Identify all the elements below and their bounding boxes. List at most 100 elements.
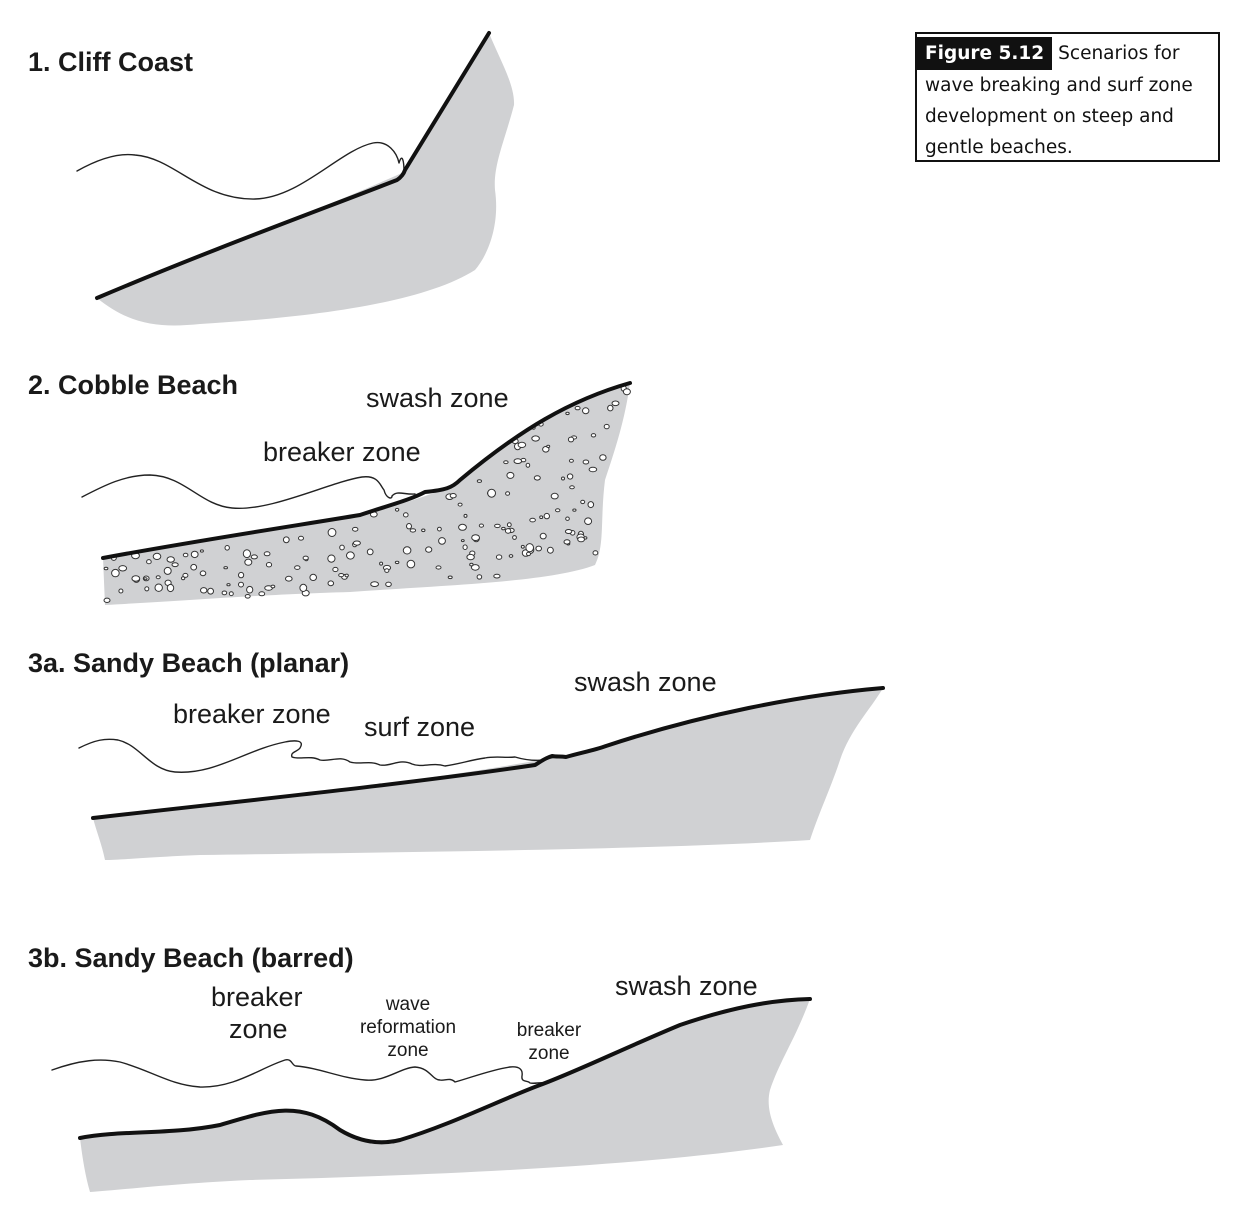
cobble-pebbles (103, 385, 631, 603)
pebble (569, 485, 575, 490)
pebble (143, 577, 148, 581)
pebble (543, 512, 550, 520)
pebble (506, 522, 512, 528)
pebble (228, 591, 234, 597)
pebble (131, 575, 141, 582)
pebble (327, 580, 335, 587)
pebble (435, 565, 442, 570)
label-breaker-zone-planar: breaker zone (173, 699, 331, 729)
pebble (103, 566, 109, 571)
pebble (242, 549, 251, 559)
label-breaker-zone-cobble: breaker zone (263, 437, 421, 467)
pebble (338, 573, 345, 578)
pebble (352, 540, 361, 546)
pebble (302, 555, 309, 561)
pebble (146, 559, 152, 565)
pebble (403, 512, 409, 518)
pebble (471, 534, 481, 541)
pebble (221, 590, 228, 596)
barred-sand (80, 999, 810, 1192)
pebble (298, 535, 304, 541)
label-swash-zone-barred: swash zone (615, 971, 758, 1001)
pebble (588, 466, 598, 473)
barred-water-surface (51, 1058, 546, 1088)
pebble (574, 405, 581, 411)
figure-caption-text: Scenarios for wave breaking and surf zon… (925, 43, 1193, 158)
pebble (584, 517, 593, 526)
figure-caption: Figure 5.12 Scenarios for wave breaking a… (915, 32, 1220, 162)
pebble (154, 583, 163, 592)
pebble (504, 528, 512, 534)
pebble (577, 536, 585, 543)
pebble (282, 536, 290, 544)
label-breaker-zone-inner-line1: breaker (517, 1020, 582, 1041)
pebble (525, 543, 535, 553)
pebble (611, 400, 620, 407)
pebble (207, 587, 215, 595)
pebble (339, 544, 345, 551)
pebble (460, 539, 465, 543)
label-wave-reformation-line1: wave (385, 994, 430, 1015)
pebble (385, 581, 392, 587)
pebble (166, 583, 175, 593)
pebble (590, 433, 597, 438)
pebble (501, 526, 506, 531)
pebble (384, 568, 390, 573)
pebble (495, 554, 503, 560)
pebble (182, 552, 189, 558)
pebble (103, 597, 111, 603)
planar-sand (93, 688, 883, 860)
barred-bed-line (78, 997, 812, 1145)
pebble (531, 435, 540, 442)
pebble (568, 458, 574, 463)
pebble (599, 454, 607, 461)
pebble (182, 572, 189, 578)
pebble (476, 574, 483, 580)
pebble (529, 517, 536, 523)
cobble-water-surface (81, 474, 416, 510)
pebble (478, 523, 484, 528)
panel-title-sandy-beach-planar: 3a. Sandy Beach (planar) (28, 648, 349, 678)
panel-title-cobble-beach: 2. Cobble Beach (28, 370, 238, 400)
pebble (238, 571, 245, 579)
pebble (118, 588, 124, 594)
pebble (487, 488, 497, 498)
pebble (458, 523, 467, 531)
pebble (550, 492, 559, 500)
pebble (379, 561, 384, 566)
pebble (258, 591, 266, 597)
pebble (603, 423, 610, 430)
pebble (567, 436, 575, 443)
pebble (244, 558, 253, 566)
pebble (622, 388, 631, 396)
label-surf-zone-planar: surf zone (364, 712, 475, 742)
panel-sandy-beach-barred: 3b. Sandy Beach (barred) breaker zone wa… (28, 943, 812, 1192)
pebble (520, 544, 525, 549)
figure-caption-tag: Figure 5.12 (917, 37, 1053, 70)
pebble (299, 583, 308, 593)
pebble (421, 528, 426, 533)
panel-cliff-coast: 1. Cliff Coast (28, 31, 515, 326)
pebble (190, 563, 198, 571)
label-breaker-zone-outer-line2: zone (229, 1014, 288, 1044)
pebble (572, 508, 577, 512)
pebble (505, 491, 511, 496)
label-swash-zone-planar: swash zone (574, 667, 717, 697)
pebble (270, 584, 276, 589)
planar-bed-line (91, 686, 885, 820)
pebble (582, 459, 590, 465)
pebble (470, 564, 480, 571)
pebble (394, 560, 400, 565)
pebble (402, 546, 412, 555)
pebble (226, 583, 231, 587)
pebble (476, 479, 482, 483)
pebble (163, 566, 172, 575)
pebble (111, 568, 120, 578)
pebble (525, 462, 531, 468)
pebble (223, 566, 228, 570)
pebble (250, 554, 258, 560)
planar-water-surface (78, 738, 567, 773)
panel-sandy-beach-planar: 3a. Sandy Beach (planar) swash zone brea… (28, 648, 885, 860)
pebble (463, 513, 468, 518)
pebble (425, 546, 433, 553)
